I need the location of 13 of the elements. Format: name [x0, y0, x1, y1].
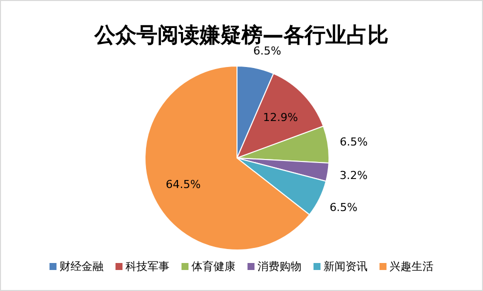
data-label: 3.2% — [340, 169, 368, 182]
legend-label: 消费购物 — [258, 260, 302, 273]
data-label: 64.5% — [166, 178, 201, 192]
legend-label: 兴趣生活 — [390, 260, 434, 273]
data-label: 6.5% — [340, 136, 368, 149]
legend-label: 财经金融 — [60, 260, 104, 273]
legend-label: 科技军事 — [126, 260, 170, 273]
chart-title: 公众号阅读嫌疑榜—各行业占比 — [94, 23, 388, 47]
data-label: 6.5% — [330, 200, 358, 214]
data-label: 6.5% — [253, 44, 282, 58]
legend-label: 新闻资讯 — [324, 260, 368, 273]
legend-label: 体育健康 — [192, 260, 236, 273]
data-label: 12.9% — [262, 110, 298, 124]
